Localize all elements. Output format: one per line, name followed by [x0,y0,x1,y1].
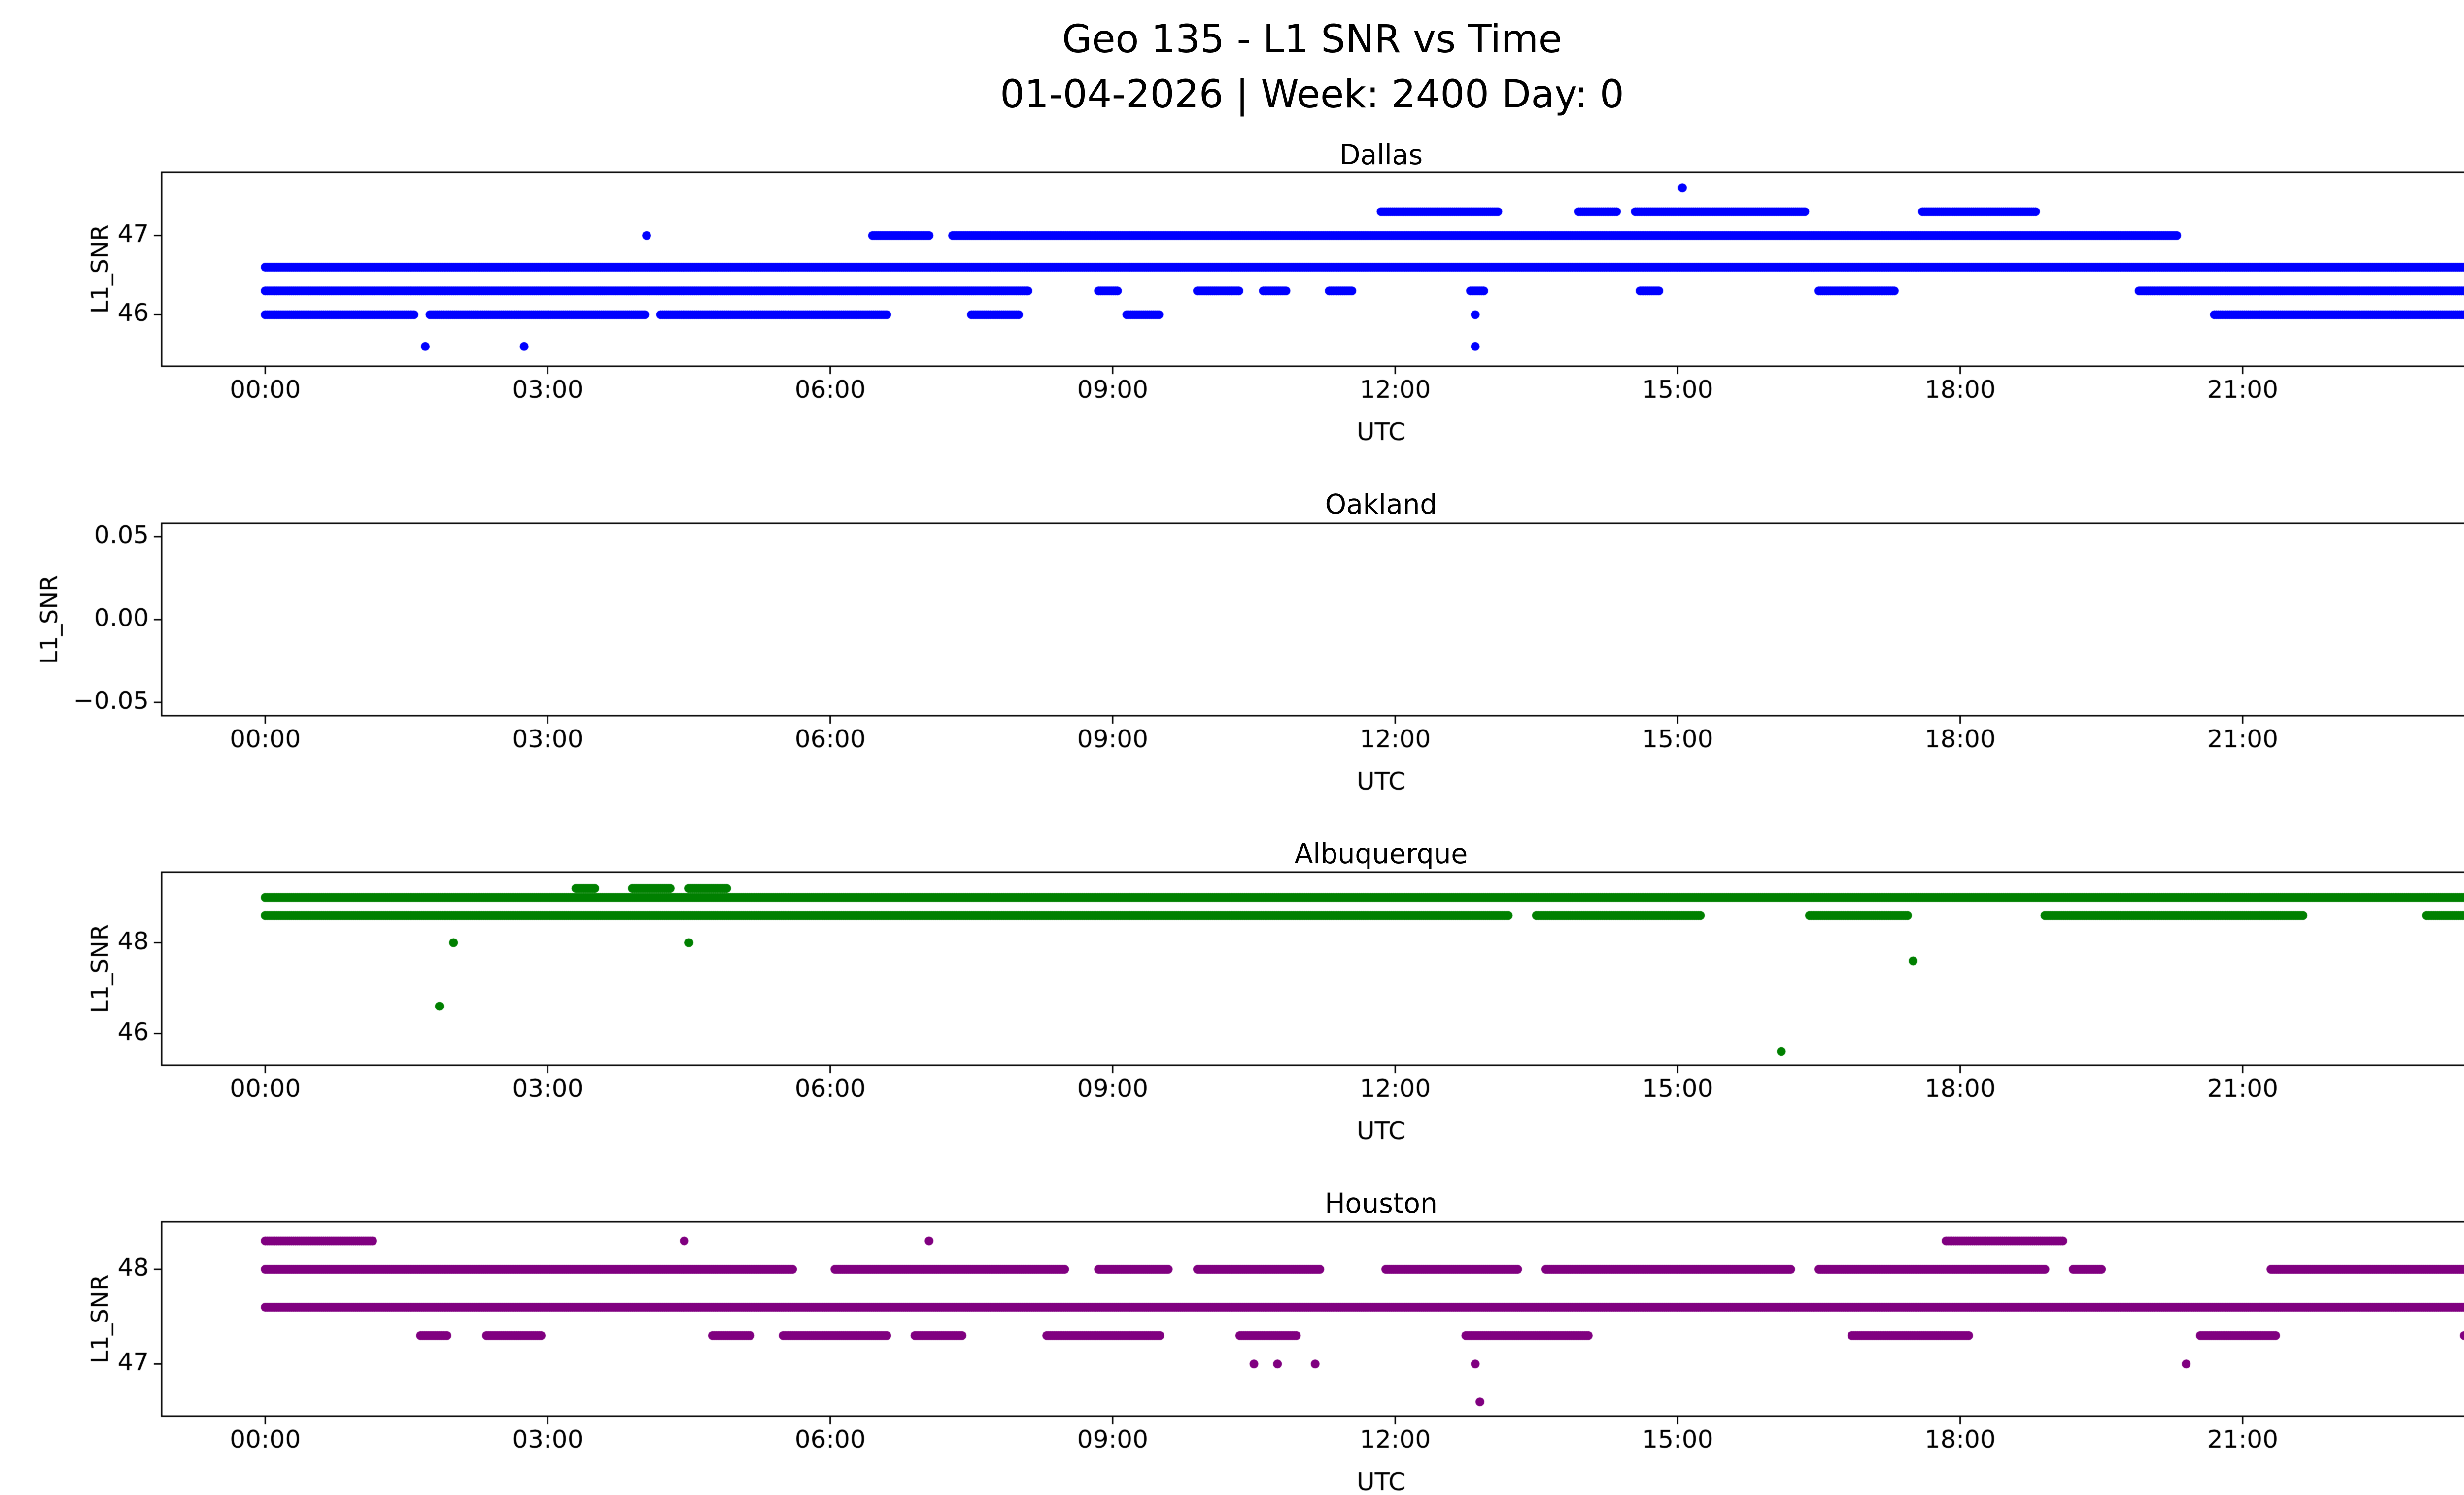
chart-title-oakland: Oakland [1325,488,1437,520]
chart-title-albuquerque: Albuquerque [1294,838,1468,869]
chart-title-houston: Houston [1325,1187,1437,1219]
chart-title-dallas: Dallas [1339,139,1423,171]
figure-title-line1: Geo 135 - L1 SNR vs Time [1062,17,1562,62]
figure-title-line2: 01-04-2026 | Week: 2400 Day: 0 [1000,72,1624,117]
